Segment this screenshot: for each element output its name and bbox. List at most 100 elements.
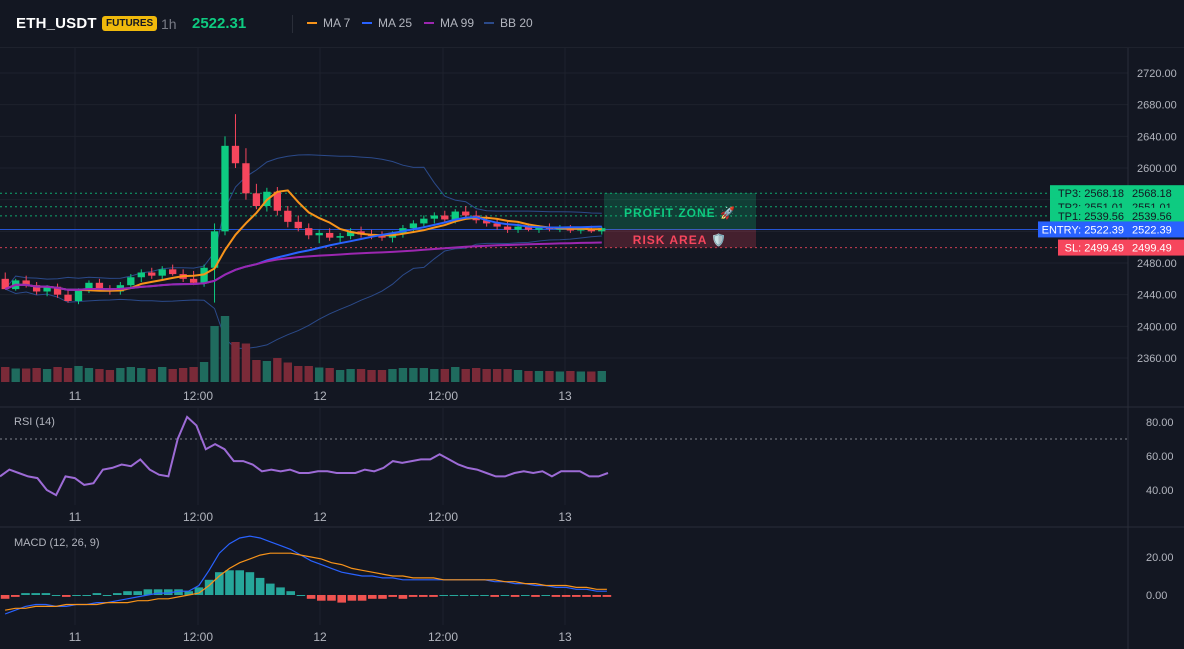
candle-body [441, 215, 449, 220]
level-price-label: 2568.18 [1132, 188, 1172, 200]
macd-histogram-bar [398, 595, 408, 599]
price-tick-label: 2480.00 [1137, 258, 1177, 270]
volume-bar [220, 316, 230, 382]
candle-body [514, 226, 522, 230]
volume-bar [335, 370, 345, 382]
candle-body [148, 272, 156, 276]
candle-body [336, 236, 344, 238]
candle-body [284, 210, 292, 222]
volume-bar [11, 368, 20, 382]
macd-histogram-bar [541, 595, 550, 596]
time-tick-label: 12:00 [183, 389, 213, 403]
price-tick-label: 2640.00 [1137, 131, 1177, 143]
macd-histogram-bar [408, 595, 418, 597]
time-tick-label: 12 [313, 510, 327, 524]
macd-histogram-bar [500, 595, 510, 596]
macd-histogram-bar [317, 595, 326, 601]
macd-histogram-bar [561, 595, 571, 597]
candle-body [430, 215, 438, 219]
candle-body [32, 285, 41, 292]
volume-bar [440, 369, 449, 382]
level-tag-label: TP1: 2539.56 [1058, 211, 1124, 223]
macd-histogram-bar [102, 595, 112, 596]
macd-histogram-bar [276, 587, 285, 595]
candle-body [1, 278, 9, 290]
volume-bar [74, 366, 83, 382]
volume-bar [534, 371, 544, 382]
level-price-tag [1128, 185, 1184, 202]
legend-item-bb20[interactable]: BB 20 [484, 16, 533, 30]
macd-histogram-bar [368, 595, 377, 599]
volume-bar [294, 366, 303, 382]
legend-item-ma25[interactable]: MA 25 [362, 16, 412, 30]
time-tick-label: 11 [69, 389, 82, 403]
rsi-tick-label: 60.00 [1146, 451, 1174, 463]
macd-histogram-bar [123, 591, 132, 595]
price-tick-label: 2720.00 [1137, 68, 1177, 80]
volume-bar [63, 368, 73, 382]
profit-risk-zones: PROFIT ZONE 🚀 RISK AREA 🛡️ [604, 193, 756, 248]
candle-body [451, 211, 459, 220]
price-tick-label: 2400.00 [1137, 321, 1177, 333]
volume-bar [137, 368, 146, 382]
volume-bar [430, 369, 439, 382]
candle-body [95, 282, 104, 289]
macd-histogram-bar [164, 589, 173, 595]
volume-bar [304, 366, 313, 382]
macd-tick-label: 20.00 [1146, 552, 1174, 564]
volume-bar [126, 367, 136, 382]
rsi-title: RSI (14) [14, 416, 55, 428]
volume-bar [419, 368, 429, 382]
volume-bar [273, 358, 282, 382]
macd-histogram-bar [470, 595, 479, 596]
candle-body [43, 286, 51, 292]
candle-body [158, 269, 166, 276]
symbol-name[interactable]: ETH_USDT [16, 15, 97, 32]
volume-bar [576, 371, 586, 382]
risk-zone-box [604, 229, 756, 248]
time-tick-label: 12 [313, 630, 327, 644]
level-price-label: 2499.49 [1132, 243, 1172, 255]
macd-histogram-bar [347, 595, 357, 601]
level-tag [1050, 207, 1128, 224]
rsi-panel[interactable]: RSI (14) 80.00 60.00 40.00 [0, 415, 1174, 497]
legend-item-ma99[interactable]: MA 99 [424, 16, 474, 30]
macd-panel[interactable]: MACD (12, 26, 9) 20.00 0.00 [0, 535, 1174, 615]
macd-histogram-bar [439, 595, 448, 596]
trade-levels [0, 192, 1128, 249]
price-tick-label: 2600.00 [1137, 163, 1177, 175]
macd-signal-line [4, 552, 607, 611]
level-price-label: 2522.39 [1132, 224, 1172, 236]
macd-histogram-bar [113, 593, 122, 595]
candle-body [462, 211, 470, 216]
candle-body [137, 272, 145, 278]
volume-bar [84, 368, 94, 382]
moving-averages [4, 189, 602, 292]
macd-histogram-bar [419, 595, 428, 597]
bb-upper [4, 154, 602, 290]
time-tick-label: 13 [558, 630, 572, 644]
macd-histogram-bar [266, 583, 275, 595]
candlestick-series[interactable] [1, 114, 606, 305]
volume-bar [367, 370, 376, 382]
level-tag [1038, 221, 1128, 238]
macd-histogram-bar [388, 595, 397, 597]
bb20-swatch-icon [484, 21, 494, 24]
candle-body [74, 289, 83, 301]
timeframe-label[interactable]: 1h [161, 16, 177, 32]
legend-item-ma7[interactable]: MA 7 [307, 16, 350, 30]
volume-bar [377, 370, 387, 382]
candle-body [535, 227, 543, 230]
volume-bar [210, 326, 219, 382]
volume-bar [147, 369, 156, 382]
candle-body [189, 278, 198, 283]
candle-body [273, 191, 281, 211]
macd-histogram-bar [551, 595, 561, 597]
macd-histogram-bar [429, 595, 438, 597]
time-tick-label: 12:00 [183, 630, 213, 644]
volume-bar [116, 368, 125, 382]
volume-bar [513, 370, 523, 382]
level-tag-label: ENTRY: 2522.39 [1042, 224, 1124, 236]
macd-histogram-bar [51, 595, 61, 596]
